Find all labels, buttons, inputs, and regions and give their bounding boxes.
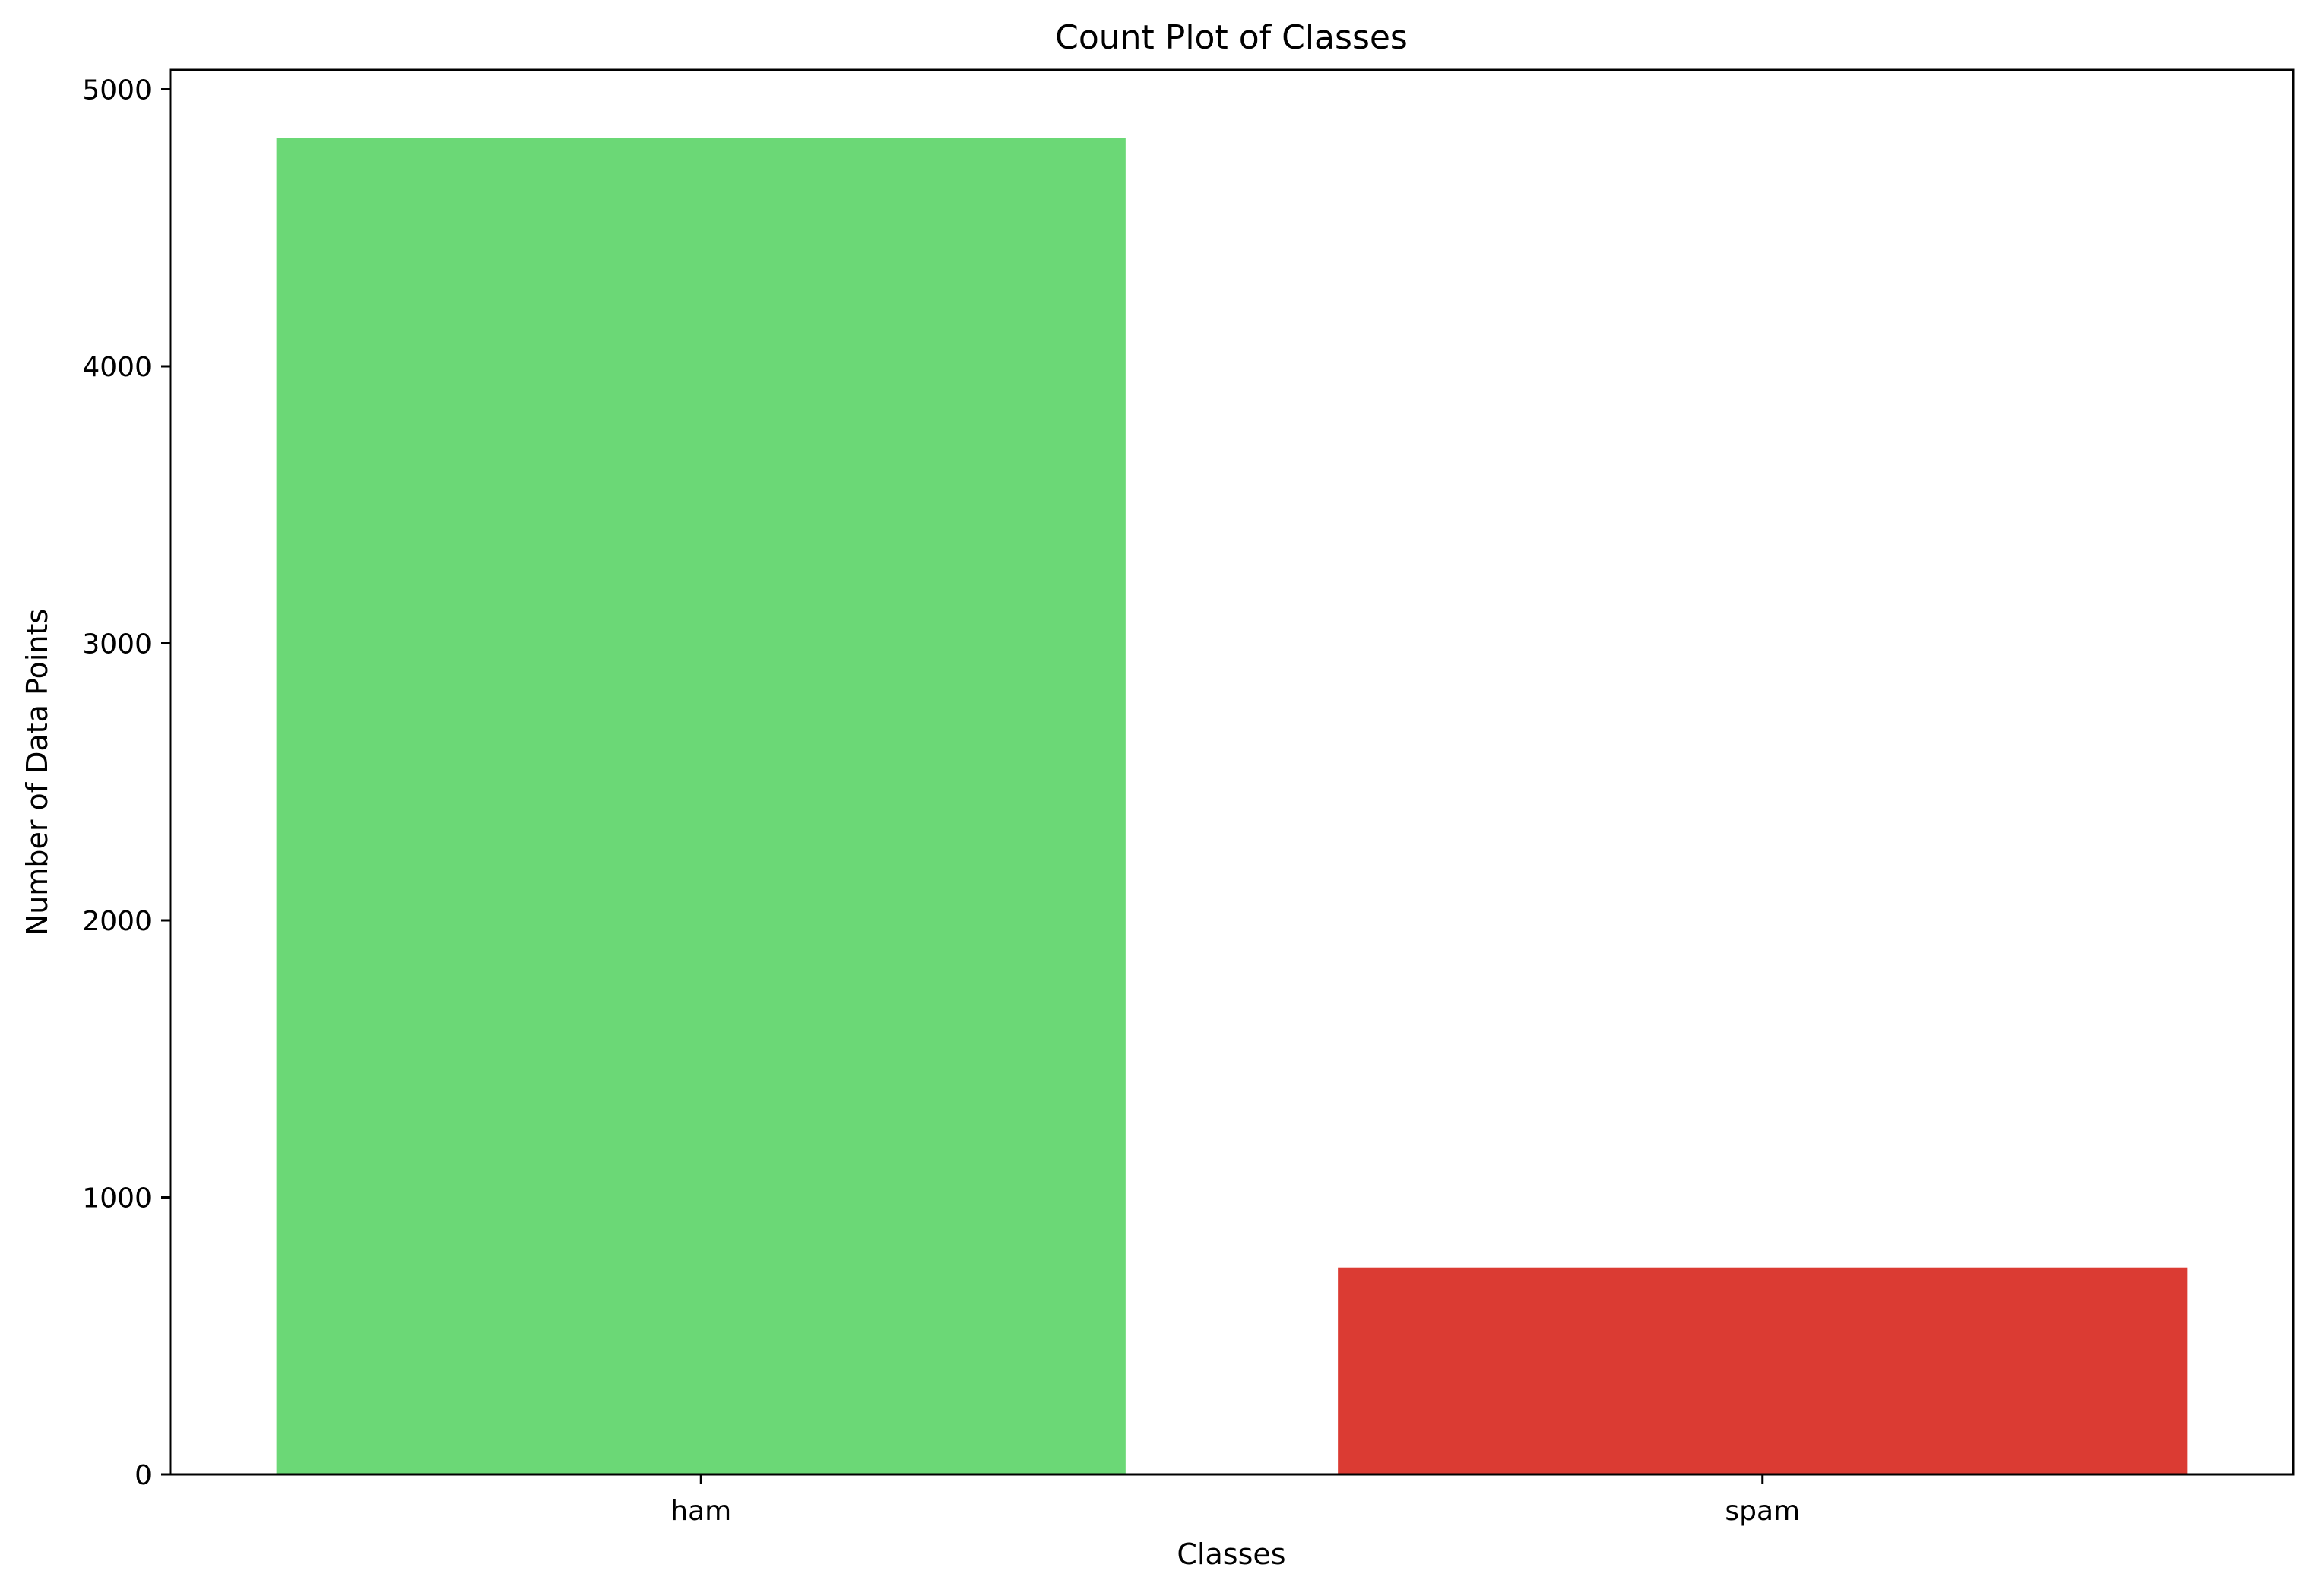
y-tick-label: 3000: [82, 629, 152, 660]
plot-area-frame: [169, 68, 2295, 1476]
x-tick-label: ham: [670, 1496, 731, 1527]
y-tick-label: 4000: [82, 352, 152, 383]
x-axis-label: Classes: [1177, 1537, 1285, 1571]
bar-series: [276, 138, 2188, 1475]
y-axis-ticks: 0 1000 2000 3000 4000 5000: [82, 75, 170, 1491]
chart-title: Count Plot of Classes: [1055, 18, 1408, 57]
y-tick-label: 5000: [82, 75, 152, 106]
x-axis-ticks: ham spam: [670, 1474, 1800, 1527]
y-tick-label: 1000: [82, 1183, 152, 1214]
bar-spam: [1338, 1267, 2188, 1474]
y-tick-label: 2000: [82, 906, 152, 937]
x-tick-label: spam: [1725, 1496, 1800, 1527]
y-tick-label: 0: [135, 1460, 152, 1491]
y-axis-label: Number of Data Points: [21, 609, 54, 936]
bar-ham: [276, 138, 1126, 1475]
